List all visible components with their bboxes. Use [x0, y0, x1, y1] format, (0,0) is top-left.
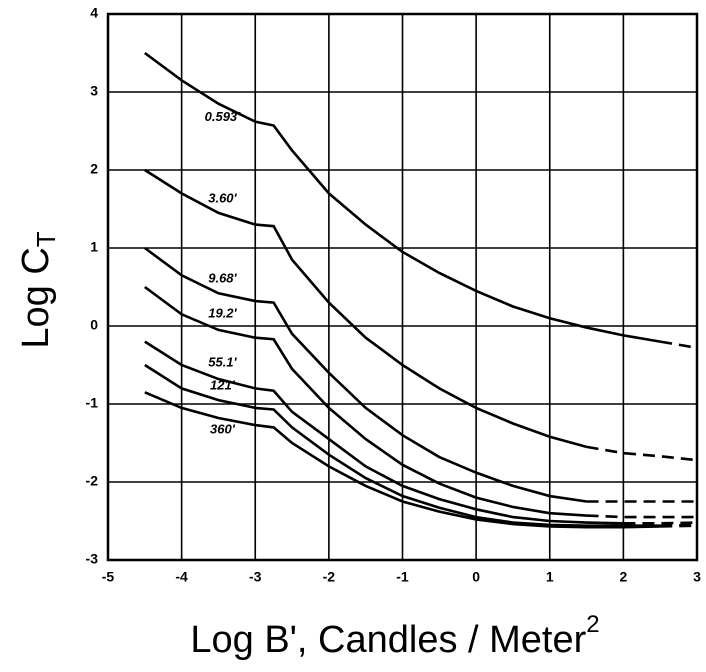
curve [144, 51, 661, 343]
curve-label: 55.1' [208, 354, 237, 369]
x-axis-title: Log B', Candles / Meter2 [190, 611, 599, 661]
x-tick-label: 0 [472, 569, 480, 585]
y-tick-label: 3 [90, 83, 98, 99]
curve-extension [660, 524, 698, 528]
curve [144, 340, 624, 525]
x-tick-label: -2 [323, 569, 336, 585]
curve-extension [586, 514, 697, 519]
y-tick-label: 0 [90, 317, 98, 333]
curve-extension [586, 445, 698, 462]
curve [144, 391, 661, 529]
y-tick-label: -2 [86, 473, 99, 489]
y-tick-label: -1 [86, 395, 99, 411]
curve [144, 363, 661, 527]
x-axis-title-superscript: 2 [586, 611, 599, 638]
curve-label: 121' [210, 378, 236, 393]
curve [144, 246, 587, 503]
y-tick-label: 4 [90, 5, 98, 21]
curve-extension [623, 521, 698, 525]
curve-label: 9.68' [208, 271, 237, 286]
y-axis-title: Log CT [15, 231, 61, 348]
x-tick-label: -4 [175, 569, 188, 585]
curve-label: 3.60' [208, 190, 237, 205]
x-tick-label: 2 [619, 569, 627, 585]
plot-frame [106, 12, 699, 562]
x-tick-label: -5 [102, 569, 115, 585]
x-tick-label: -1 [396, 569, 409, 585]
y-tick-label: -3 [86, 551, 99, 567]
curve-extension [659, 340, 698, 350]
y-axis-title-text: Log C [15, 247, 57, 348]
curve [144, 168, 587, 449]
x-tick-label: 3 [693, 569, 701, 585]
x-axis-title-text: Log B', Candles / Meter [190, 619, 586, 661]
curve-label: 360' [210, 421, 236, 436]
y-tick-label: 2 [90, 161, 98, 177]
x-tick-label: -3 [249, 569, 262, 585]
y-tick-label: 1 [90, 239, 98, 255]
curve-label: 19.2' [208, 305, 237, 320]
x-tick-label: 1 [546, 569, 554, 585]
curve-label: 0.593' [205, 109, 242, 124]
y-axis-title-subscript: T [31, 231, 61, 247]
curve [144, 285, 587, 517]
